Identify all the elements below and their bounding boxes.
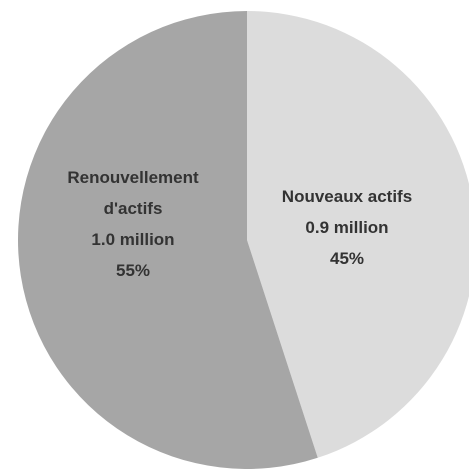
category-label: Renouvellement d'actifs (67, 168, 199, 218)
pie-slice (17, 11, 318, 469)
value-label: 45% (329, 249, 365, 268)
value-label: 55% (115, 261, 151, 280)
pie-slice (247, 11, 469, 458)
category-label: Nouveaux actifs (281, 187, 413, 206)
amount-label: 0.9 million (305, 218, 389, 237)
amount-label: 1.0 million (91, 230, 175, 249)
slice-label: Renouvellement d'actifs 1.0 million 55% (58, 162, 208, 286)
slice-label: Nouveaux actifs 0.9 million 45% (267, 181, 427, 274)
